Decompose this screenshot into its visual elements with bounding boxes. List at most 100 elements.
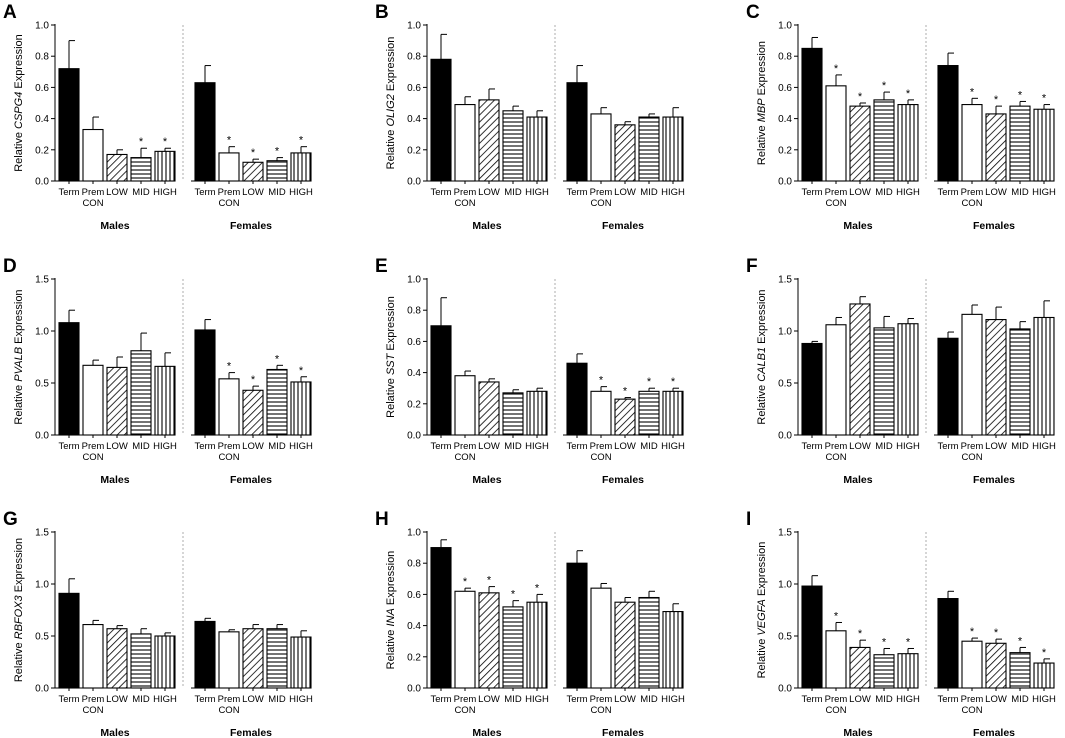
x-tick-label: LOW [614,441,636,452]
bar-females-prem-con [218,378,240,436]
group-label: Females [602,727,644,738]
x-tick-label: Prem [82,694,105,705]
x-tick-label: HIGH [896,694,920,705]
y-axis-label-suffix: Expression [385,551,397,608]
y-axis-label: Relative MBP Expression [756,41,768,165]
bar-females-term [937,65,959,182]
x-tick-label: Prem [82,187,105,198]
significance-star: * [1042,647,1047,659]
y-tick-label: 0.8 [407,559,421,570]
bar-males-high [897,104,919,182]
group-label: Males [843,727,872,738]
bar-males-high [154,365,176,436]
bar-males-term [58,68,80,182]
x-tick-label: HIGH [1032,694,1056,705]
bar-males-prem-con [82,624,104,689]
x-tick-label: HIGH [896,187,920,198]
y-tick-label: 0.4 [778,114,792,125]
significance-star: * [994,94,999,106]
bar-males-mid [873,327,895,436]
x-tick-label: CON [825,705,846,716]
bar-males-mid [873,99,895,182]
bar-females-mid [638,390,660,436]
chart-panel-c: C Relative MBP Expression 0.0 0.2 0.4 0.6 0.8 1… [746,2,1056,232]
bar-females-low [242,161,264,182]
x-tick-label: MID [1011,441,1029,452]
x-tick-label: Term [430,441,451,452]
bar-females-mid [638,596,660,689]
y-tick-label: 1.0 [35,327,49,338]
x-tick-label: LOW [849,441,871,452]
x-tick-label: LOW [478,441,500,452]
panel-letter: C [746,2,760,23]
x-tick-label: LOW [106,694,128,705]
x-tick-label: CON [961,198,982,209]
y-tick-label: 1.5 [35,528,49,539]
significance-star: * [299,135,304,147]
x-tick-label: MID [504,694,522,705]
chart-panel-a: A Relative CSPG4 Expression 0.0 0.2 0.4 0.6 0.… [3,2,313,232]
significance-star: * [882,80,887,92]
x-tick-label: Prem [454,187,477,198]
significance-star: * [970,626,975,638]
significance-star: * [994,627,999,639]
group-label: Males [100,474,129,486]
chart-panel-i: I Relative VEGFA Expression 0.0 0.5 1.0 1.5 Te… [746,509,1056,738]
x-tick-label: Prem [825,694,848,705]
y-tick-label: 1.0 [778,327,792,338]
bar-females-high [290,636,312,689]
y-tick-label: 0.2 [407,145,421,156]
bar-females-high [662,116,684,182]
bar-males-low [478,381,500,436]
bar-females-low [242,389,264,436]
significance-star: * [139,136,144,148]
significance-star: * [1018,635,1023,647]
group-label: Females [973,727,1015,738]
x-tick-label: HIGH [153,441,177,452]
group-label: Females [230,727,272,738]
bar-females-low [242,628,264,689]
chart-panel-h: H Relative INA Expression 0.0 0.2 0.4 0.6 0.8 1… [375,509,685,738]
y-tick-label: 1.0 [778,580,792,591]
x-tick-label: MID [504,187,522,198]
y-axis-label-prefix: Relative [756,636,768,679]
bar-females-low [614,601,636,689]
bar-males-mid [502,606,524,689]
x-tick-label: Term [801,694,822,705]
y-tick-label: 1.0 [778,21,792,32]
y-axis-label-gene: PVALB [13,347,25,382]
panel-letter: B [375,2,389,23]
significance-star: * [275,146,280,158]
x-tick-label: Prem [82,441,105,452]
bar-females-term [194,620,216,689]
significance-star: * [251,147,256,159]
significance-star: * [1018,89,1023,101]
bar-females-high [1033,662,1055,689]
x-tick-label: CON [82,705,103,716]
bar-females-term [566,82,588,182]
y-axis-label-suffix: Expression [756,289,768,346]
x-tick-label: Prem [961,694,984,705]
bar-males-prem-con [82,364,104,436]
x-tick-label: LOW [106,187,128,198]
x-tick-label: MID [640,187,658,198]
x-tick-label: HIGH [525,694,549,705]
bar-males-high [154,635,176,689]
x-tick-label: MID [268,187,286,198]
group-label: Males [472,727,501,738]
bar-females-high [662,390,684,436]
bar-males-low [849,303,871,436]
chart-panel-e: E Relative SST Expression 0.0 0.2 0.4 0.6 0.8 1… [375,256,685,486]
bar-females-high [1033,316,1055,436]
y-axis-label: Relative PVALB Expression [13,289,25,424]
significance-star: * [834,610,839,622]
y-tick-label: 0.6 [407,590,421,601]
x-tick-label: Term [430,187,451,198]
bar-males-low [106,366,128,436]
x-tick-label: HIGH [153,694,177,705]
group-label: Females [973,220,1015,232]
y-axis-label-gene: SST [385,352,397,375]
bar-males-high [526,601,548,689]
x-tick-label: Term [194,187,215,198]
bar-females-prem-con [961,313,983,436]
